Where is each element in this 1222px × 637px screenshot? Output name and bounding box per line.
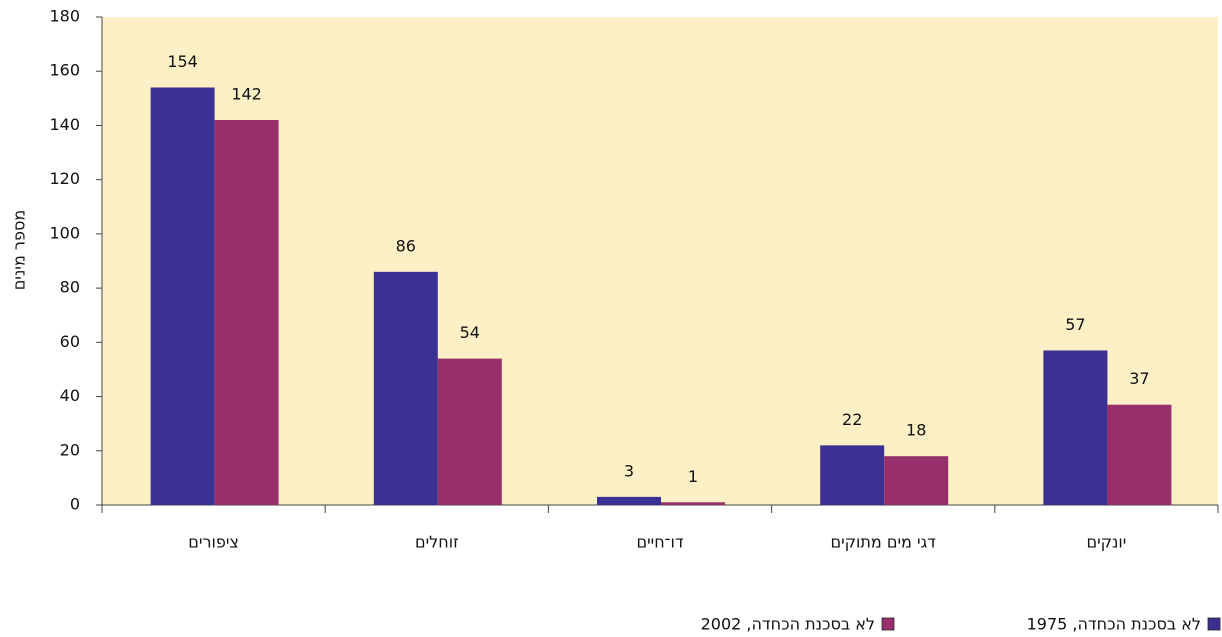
y-tick-label: 0 [70, 495, 80, 514]
y-tick-label: 160 [49, 61, 80, 80]
bar [373, 271, 438, 505]
y-tick-label: 40 [60, 386, 80, 405]
plot-area [102, 17, 1218, 505]
value-label: 37 [1129, 369, 1149, 388]
y-tick-label: 120 [49, 169, 80, 188]
x-tick-label: דגי מים מתוקים [830, 533, 936, 552]
x-tick-label: ציפורים [188, 533, 239, 552]
bar [820, 445, 885, 505]
value-label: 3 [624, 461, 634, 480]
value-label: 22 [842, 410, 862, 429]
value-label: 18 [906, 421, 926, 440]
y-axis-label: מספר מינים [10, 210, 29, 290]
y-tick-label: 80 [60, 278, 80, 297]
y-tick-label: 100 [49, 223, 80, 242]
x-tick-label: יונקים [1086, 533, 1126, 552]
legend-marker [1207, 617, 1221, 631]
legend-label: לא בסכנת הכחדה, 1975 [1027, 615, 1201, 634]
value-label: 57 [1065, 315, 1085, 334]
value-label: 142 [231, 85, 262, 104]
bar [1043, 350, 1108, 505]
y-tick-label: 60 [60, 332, 80, 351]
value-label: 1 [688, 467, 698, 486]
bar [1107, 404, 1172, 505]
bar [437, 358, 502, 505]
bar [884, 456, 949, 505]
x-tick-label: זוחלים [415, 533, 459, 552]
y-tick-label: 140 [49, 115, 80, 134]
value-label: 86 [396, 236, 416, 255]
legend-marker [881, 617, 895, 631]
bar [597, 496, 661, 505]
bar [150, 87, 215, 505]
bar [661, 502, 725, 505]
value-label: 54 [460, 323, 480, 342]
y-tick-label: 180 [49, 7, 80, 26]
y-tick-label: 20 [60, 440, 80, 459]
bar [214, 120, 279, 506]
x-tick-label: דו־חיים [636, 533, 683, 552]
legend-label: לא בסכנת הכחדה, 2002 [701, 615, 875, 634]
value-label: 154 [167, 52, 198, 71]
